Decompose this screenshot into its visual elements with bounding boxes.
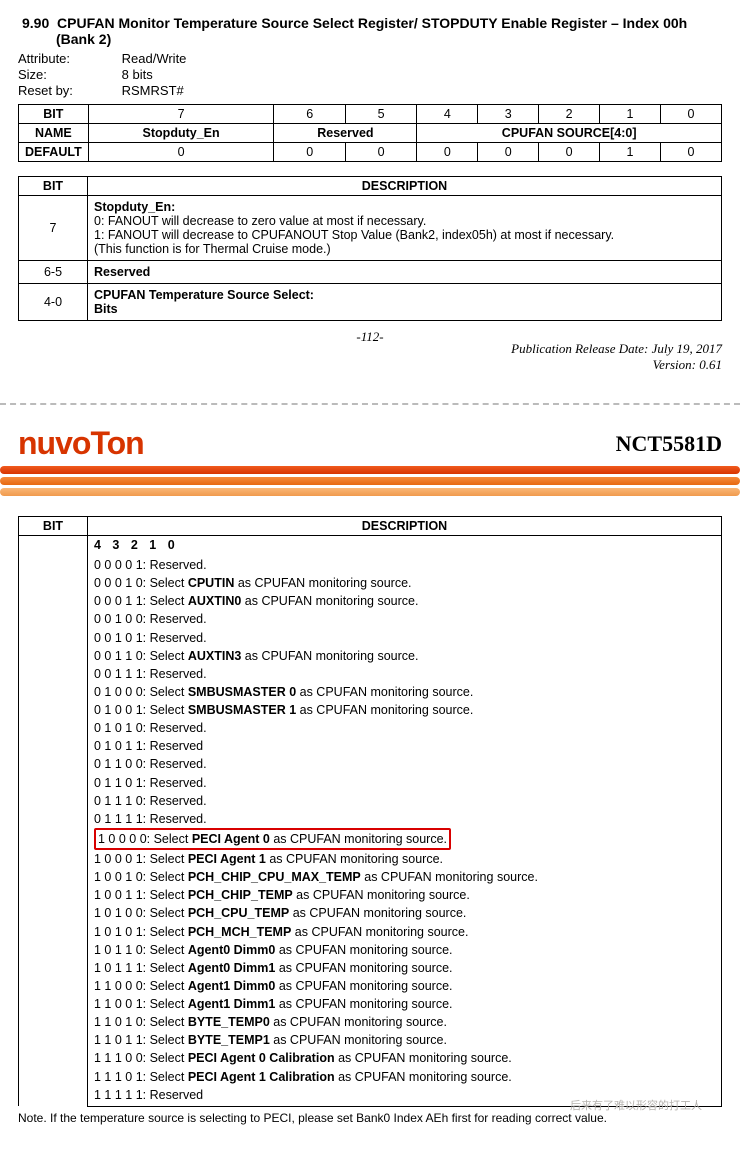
note-line: Note. If the temperature source is selec… — [18, 1111, 722, 1125]
source-option-row: 1 1 0 0 1: Select Agent1 Dimm1 as CPUFAN… — [94, 995, 715, 1013]
desc-table-1: BIT DESCRIPTION 7 Stopduty_En: 0: FANOUT… — [18, 176, 722, 321]
source-option-row: 0 0 0 0 1: Reserved. — [94, 556, 715, 574]
desc-row: Stopduty_En: 0: FANOUT will decrease to … — [88, 196, 722, 261]
source-option-row: 0 1 1 1 0: Reserved. — [94, 792, 715, 810]
source-option-row: 0 1 0 0 0: Select SMBUSMASTER 0 as CPUFA… — [94, 683, 715, 701]
source-option-row: 0 1 0 1 1: Reserved — [94, 737, 715, 755]
source-option-row: 0 0 1 1 0: Select AUXTIN3 as CPUFAN moni… — [94, 647, 715, 665]
default-header: DEFAULT — [19, 143, 89, 162]
source-option-row: 1 0 1 1 1: Select Agent0 Dimm1 as CPUFAN… — [94, 959, 715, 977]
section-heading: CPUFAN Monitor Temperature Source Select… — [56, 15, 687, 47]
source-option-row: 1 0 0 1 0: Select PCH_CHIP_CPU_MAX_TEMP … — [94, 868, 715, 886]
attr-reset: Reset by: RSMRST# — [18, 83, 722, 98]
source-option-row: 0 1 1 0 1: Reserved. — [94, 774, 715, 792]
source-option-row: 1 0 0 0 1: Select PECI Agent 1 as CPUFAN… — [94, 850, 715, 868]
source-option-row: 1 0 1 1 0: Select Agent0 Dimm0 as CPUFAN… — [94, 941, 715, 959]
source-option-row: 1 0 0 1 1: Select PCH_CHIP_TEMP as CPUFA… — [94, 886, 715, 904]
bits-header: 4 3 2 1 0 — [94, 538, 179, 552]
desc-table-2: BIT DESCRIPTION 4 3 2 1 0 0 0 0 0 1: Res… — [18, 516, 722, 1107]
page-divider: nuvoTon NCT5581D — [0, 403, 740, 502]
source-option-row: 1 1 1 0 0: Select PECI Agent 0 Calibrati… — [94, 1049, 715, 1067]
source-options-cell: 0 0 0 0 1: Reserved.0 0 0 1 0: Select CP… — [88, 554, 722, 1106]
bit-table: BIT 7 6 5 4 3 2 1 0 NAME Stopduty_En Res… — [18, 104, 722, 162]
source-option-row: 1 0 0 0 0: Select PECI Agent 0 as CPUFAN… — [94, 828, 715, 850]
source-option-row: 1 1 0 1 1: Select BYTE_TEMP1 as CPUFAN m… — [94, 1031, 715, 1049]
source-option-row: 0 0 0 1 0: Select CPUTIN as CPUFAN monit… — [94, 574, 715, 592]
source-option-row: 0 0 1 0 0: Reserved. — [94, 610, 715, 628]
brand-logo: nuvoTon — [18, 425, 144, 462]
source-option-row: 0 1 0 0 1: Select SMBUSMASTER 1 as CPUFA… — [94, 701, 715, 719]
section-title: 9.90 CPUFAN Monitor Temperature Source S… — [52, 15, 722, 47]
bit-header: BIT — [19, 105, 89, 124]
source-option-row: 0 1 1 1 1: Reserved. — [94, 810, 715, 828]
source-option-row: 0 0 1 1 1: Reserved. — [94, 665, 715, 683]
source-option-row: 1 0 1 0 1: Select PCH_MCH_TEMP as CPUFAN… — [94, 923, 715, 941]
brand-stripes — [0, 466, 740, 502]
highlighted-row: 1 0 0 0 0: Select PECI Agent 0 as CPUFAN… — [94, 828, 451, 850]
page-number: -112- — [356, 329, 383, 345]
source-option-row: 0 1 1 0 0: Reserved. — [94, 755, 715, 773]
source-option-row: 1 0 1 0 0: Select PCH_CPU_TEMP as CPUFAN… — [94, 904, 715, 922]
name-header: NAME — [19, 124, 89, 143]
source-option-row: 0 1 0 1 0: Reserved. — [94, 719, 715, 737]
attr-attribute: Attribute: Read/Write — [18, 51, 722, 66]
part-number: NCT5581D — [616, 431, 722, 457]
attr-size: Size: 8 bits — [18, 67, 722, 82]
source-option-row: 1 1 0 1 0: Select BYTE_TEMP0 as CPUFAN m… — [94, 1013, 715, 1031]
watermark-text: 后来有了难以形容的打工人 — [570, 1097, 702, 1113]
source-option-row: 1 1 1 0 1: Select PECI Agent 1 Calibrati… — [94, 1068, 715, 1086]
source-option-row: 0 0 0 1 1: Select AUXTIN0 as CPUFAN moni… — [94, 592, 715, 610]
source-option-row: 0 0 1 0 1: Reserved. — [94, 629, 715, 647]
source-option-row: 1 1 0 0 0: Select Agent1 Dimm0 as CPUFAN… — [94, 977, 715, 995]
section-number: 9.90 — [22, 15, 49, 31]
